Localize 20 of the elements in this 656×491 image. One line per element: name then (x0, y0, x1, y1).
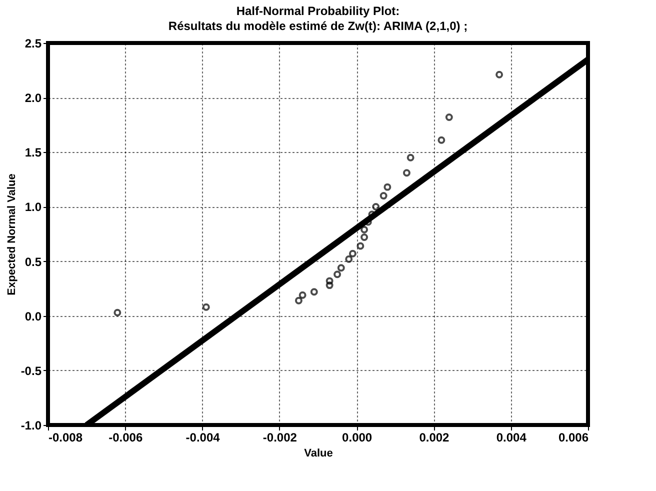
y-tick-label: 0.0 (24, 309, 42, 324)
x-tick-label: 0.000 (342, 430, 372, 444)
x-tick-label: -0.002 (262, 430, 298, 444)
chart-title: Half-Normal Probability Plot: (236, 4, 400, 18)
x-tick-label: 0.002 (419, 430, 450, 444)
x-tick-label: -0.006 (108, 430, 143, 444)
x-tick-label: -0.008 (48, 430, 83, 444)
y-tick-label: 1.5 (24, 146, 42, 160)
x-axis-title: Value (304, 448, 333, 460)
x-tick-label: 0.004 (496, 430, 527, 444)
x-tick-label: 0.006 (558, 430, 589, 444)
y-tick-label: 1.0 (24, 200, 42, 214)
y-tick-label: 2.5 (24, 36, 42, 50)
chart-subtitle: Résultats du modèle estimé de Zw(t): ARIMA (2,1,0) ; (168, 19, 468, 33)
y-axis-title: Expected Normal Value (6, 174, 18, 296)
x-tick-label: -0.004 (186, 430, 220, 444)
y-tick-label: 2.0 (24, 91, 42, 106)
y-tick-label: -0.5 (20, 364, 42, 378)
y-tick-label: 0.5 (24, 254, 42, 269)
y-tick-label: -1.0 (20, 418, 42, 432)
